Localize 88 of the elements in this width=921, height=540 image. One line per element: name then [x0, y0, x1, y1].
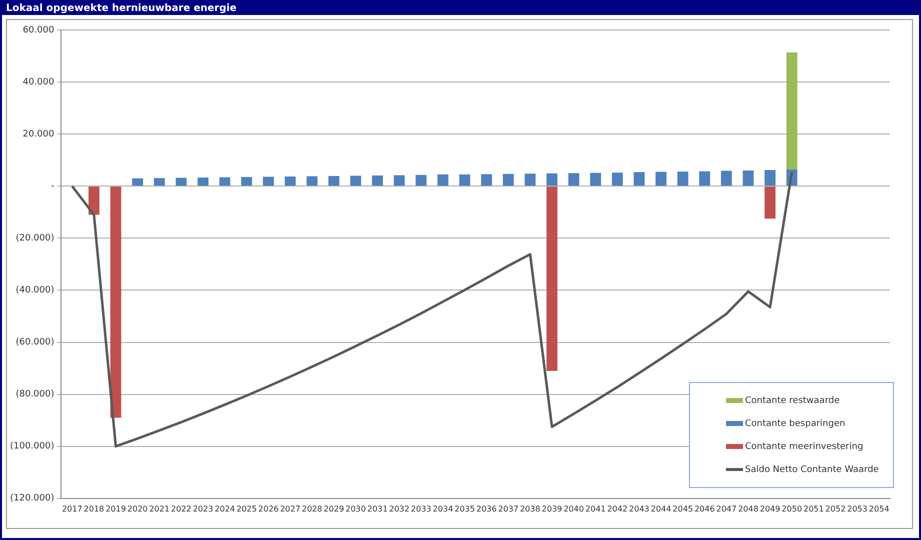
x-tick-label: 2019 [106, 504, 126, 514]
bar [568, 173, 580, 186]
bar [262, 176, 274, 186]
x-tick-label: 2051 [803, 504, 824, 514]
x-tick-label: 2048 [738, 504, 758, 514]
x-tick-label: 2022 [171, 504, 192, 514]
x-tick-label: 2031 [367, 504, 388, 514]
x-tick-label: 2032 [389, 504, 410, 514]
x-tick-label: 2027 [280, 504, 300, 514]
x-tick-label: 2025 [236, 504, 257, 514]
x-tick-label: 2040 [564, 504, 584, 514]
x-tick-label: 2052 [825, 504, 846, 514]
bar [284, 176, 296, 186]
legend-label: Contante meerinvestering [745, 442, 864, 452]
bar [786, 52, 798, 170]
y-tick-label: (100.000) [10, 442, 54, 452]
bar [764, 186, 776, 219]
y-tick-label: (40.000) [16, 286, 54, 296]
x-tick-label: 2046 [694, 504, 715, 514]
bar [176, 178, 187, 186]
x-tick-label: 2037 [498, 504, 519, 514]
x-tick-label: 2035 [454, 504, 475, 514]
bar [241, 177, 252, 186]
legend-label: Contante besparingen [745, 418, 846, 428]
bar [110, 186, 122, 418]
bar [394, 175, 405, 186]
bar [612, 172, 623, 186]
y-tick-label: (20.000) [16, 234, 54, 244]
bar [656, 172, 666, 186]
x-tick-label: 2049 [760, 504, 780, 514]
bar [219, 177, 230, 186]
x-tick-label: 2021 [149, 504, 170, 514]
x-tick-label: 2044 [650, 504, 672, 514]
x-tick-label: 2017 [62, 504, 82, 514]
x-tick-label: 2034 [432, 504, 454, 514]
bar [198, 178, 208, 186]
y-tick-label: (60.000) [16, 338, 54, 348]
x-tick-label: 2028 [302, 504, 322, 514]
bar [764, 170, 776, 186]
x-tick-label: 2030 [345, 504, 366, 514]
y-tick-label: - [50, 181, 54, 192]
y-tick-label: (120.000) [10, 494, 54, 504]
x-tick-label: 2050 [782, 504, 802, 514]
legend-label: Saldo Netto Contante Waarde [745, 464, 879, 474]
bar [634, 172, 645, 186]
x-tick-label: 2042 [607, 504, 628, 514]
bar [699, 171, 710, 186]
x-tick-label: 2026 [258, 504, 279, 514]
bar [524, 174, 536, 186]
x-tick-label: 2024 [214, 504, 235, 514]
x-tick-label: 2053 [847, 504, 868, 514]
bar [437, 174, 448, 186]
x-tick-label: 2047 [716, 504, 737, 514]
bar [350, 176, 362, 186]
bar [306, 176, 318, 186]
x-tick-label: 2054 [868, 504, 890, 514]
x-tick-label: 2043 [629, 504, 650, 514]
x-tick-label: 2045 [672, 504, 693, 514]
bar [459, 174, 470, 186]
x-tick-label: 2023 [192, 504, 214, 514]
bar [502, 174, 514, 186]
bar [88, 186, 100, 215]
x-tick-label: 2018 [84, 504, 104, 514]
bar [590, 172, 602, 186]
bar [546, 186, 558, 371]
bar [742, 170, 754, 186]
x-tick-label: 2036 [476, 504, 497, 514]
bar [546, 173, 558, 186]
bar [416, 174, 427, 186]
bar [154, 178, 165, 186]
legend-label: Contante restwaarde [745, 396, 840, 406]
bar [720, 170, 732, 186]
x-tick-label: 2033 [410, 504, 432, 514]
y-tick-label: 60.000 [22, 25, 55, 36]
x-tick-label: 2039 [542, 504, 562, 514]
y-tick-label: 40.000 [22, 77, 55, 88]
x-tick-label: 2020 [127, 504, 148, 514]
y-tick-label: 20.000 [22, 129, 55, 140]
bar [328, 176, 340, 186]
x-tick-label: 2038 [520, 504, 540, 514]
bar [677, 172, 688, 186]
bar [372, 175, 383, 186]
y-tick-label: (80.000) [16, 390, 54, 400]
x-tick-label: 2029 [324, 504, 344, 514]
bar [132, 178, 144, 186]
bar [481, 174, 492, 186]
x-tick-label: 2041 [585, 504, 606, 514]
chart-title: Lokaal opgewekte hernieuwbare energie [2, 2, 919, 15]
